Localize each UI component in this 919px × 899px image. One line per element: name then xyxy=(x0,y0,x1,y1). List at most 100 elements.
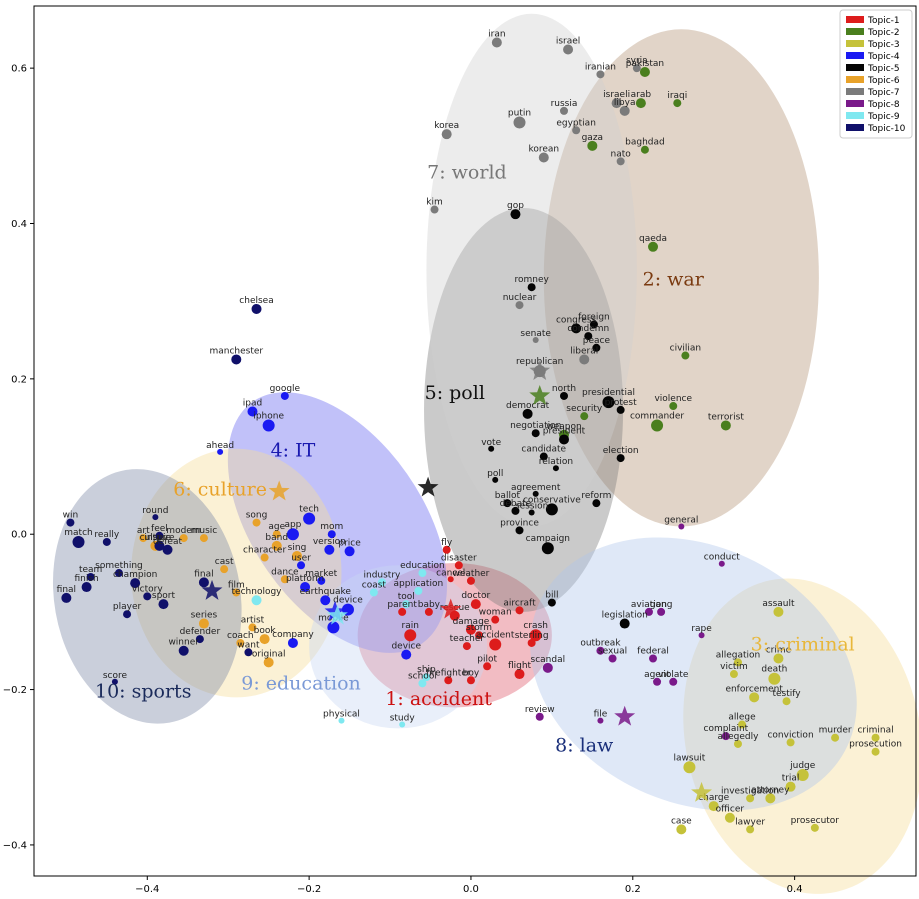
word-label-defender: defender xyxy=(180,627,221,637)
centroid-star-topic-5 xyxy=(417,476,439,497)
word-label-israeli: israeli xyxy=(603,90,630,100)
point-accident xyxy=(489,638,502,651)
word-label-version: version xyxy=(313,537,346,547)
word-label-foreign: foreign xyxy=(578,312,610,322)
word-label-terrorist: terrorist xyxy=(708,412,745,422)
point-tool xyxy=(402,600,411,609)
word-label-final: final xyxy=(57,585,76,595)
word-label-session: session xyxy=(515,501,548,511)
point-testify xyxy=(782,697,791,706)
word-label-korea: korea xyxy=(434,121,459,131)
cluster-ellipse-topic-7 xyxy=(426,13,637,527)
word-label-application: application xyxy=(394,579,444,589)
x-axis: −0.4 −0.2 0.0 0.2 0.4 xyxy=(135,876,803,895)
word-label-accident: accident xyxy=(476,631,515,641)
word-label-lawsuit: lawsuit xyxy=(674,753,706,763)
point-technology xyxy=(251,595,262,606)
word-label-iphone: iphone xyxy=(253,411,284,421)
word-label-team: team xyxy=(79,565,102,575)
point-film xyxy=(232,588,241,597)
point-pilot xyxy=(483,662,492,671)
word-label-negotiation: negotiation xyxy=(510,421,561,431)
word-label-reform: reform xyxy=(581,491,611,501)
point-team xyxy=(86,572,95,581)
word-label-presidential: presidential xyxy=(582,388,635,398)
word-label-sing: sing xyxy=(288,543,307,553)
word-label-gaza: gaza xyxy=(582,133,603,143)
legend-label-Topic-6: Topic-6 xyxy=(867,76,900,86)
cluster-label-topic-10: 10: sports xyxy=(95,680,191,702)
point-iran xyxy=(491,37,502,48)
word-label-book: book xyxy=(254,626,277,636)
word-label-allege: allege xyxy=(728,713,756,723)
point-allegation xyxy=(733,658,742,667)
word-label-officer: officer xyxy=(716,805,745,815)
word-label-violence: violence xyxy=(654,394,692,404)
point-pakistan xyxy=(639,67,650,78)
topic-clusters xyxy=(52,13,919,894)
word-label-peace: peace xyxy=(583,336,611,346)
word-label-campaign: campaign xyxy=(526,534,570,544)
word-label-aviation: aviation xyxy=(631,600,667,610)
cluster-ellipse-topic-3 xyxy=(683,578,919,894)
word-label-death: death xyxy=(761,665,787,675)
word-label-congress: congress xyxy=(556,315,597,325)
point-democrat xyxy=(522,408,533,419)
point-dance xyxy=(280,575,289,584)
point-agreement xyxy=(532,490,539,497)
word-label-something: something xyxy=(95,561,143,571)
point-winner xyxy=(178,645,189,656)
point-woman xyxy=(491,615,500,624)
point-victim xyxy=(729,670,738,679)
y-tick-label: 0.2 xyxy=(11,374,27,385)
word-label-allegation: allegation xyxy=(716,650,761,660)
word-label-scandal: scandal xyxy=(531,655,566,665)
word-label-north: north xyxy=(552,384,576,394)
point-damage xyxy=(465,624,476,635)
legend-swatch-Topic-6 xyxy=(846,76,864,83)
centroid-star-topic-4 xyxy=(324,600,346,621)
word-label-election: election xyxy=(603,446,639,456)
point-final xyxy=(198,577,209,588)
word-label-inspire: inspire xyxy=(144,533,175,543)
word-label-google: google xyxy=(270,384,301,394)
word-label-iran: iran xyxy=(488,30,505,40)
point-platform xyxy=(300,582,311,593)
point-teacher xyxy=(462,642,471,651)
point-really xyxy=(102,537,111,546)
word-label-flight: flight xyxy=(508,661,532,671)
y-tick-label: −0.4 xyxy=(3,840,27,851)
point-review xyxy=(535,712,544,721)
word-label-testify: testify xyxy=(772,689,801,699)
word-label-murder: murder xyxy=(819,726,852,736)
word-label-rape: rape xyxy=(691,624,712,634)
word-label-doctor: doctor xyxy=(461,591,490,601)
word-label-violate: violate xyxy=(658,670,689,680)
word-label-protest: protest xyxy=(605,398,637,408)
point-character xyxy=(260,553,269,562)
point-attorney xyxy=(765,793,776,804)
word-label-attorney: attorney xyxy=(751,785,790,795)
point-egyptian xyxy=(572,126,581,135)
point-win xyxy=(66,518,75,527)
point-gang xyxy=(657,607,666,616)
point-storm xyxy=(475,631,484,640)
word-label-device: device xyxy=(333,596,363,606)
point-flight xyxy=(514,669,525,680)
word-label-judge: judge xyxy=(789,761,816,771)
word-label-match: match xyxy=(64,528,92,538)
point-aviation xyxy=(644,607,653,616)
word-label-charge: charge xyxy=(698,793,729,803)
word-label-cast: cast xyxy=(215,557,234,567)
cluster-label-topic-7: 7: world xyxy=(427,161,507,183)
point-boy xyxy=(466,676,475,685)
point-putin xyxy=(513,116,526,129)
legend-swatch-Topic-1 xyxy=(846,16,864,23)
point-negotiation xyxy=(531,429,540,438)
word-label-culture: culture xyxy=(140,533,172,543)
centroid-star-topic-1 xyxy=(440,598,462,619)
point-general xyxy=(678,523,685,530)
legend-swatch-Topic-4 xyxy=(846,52,864,59)
